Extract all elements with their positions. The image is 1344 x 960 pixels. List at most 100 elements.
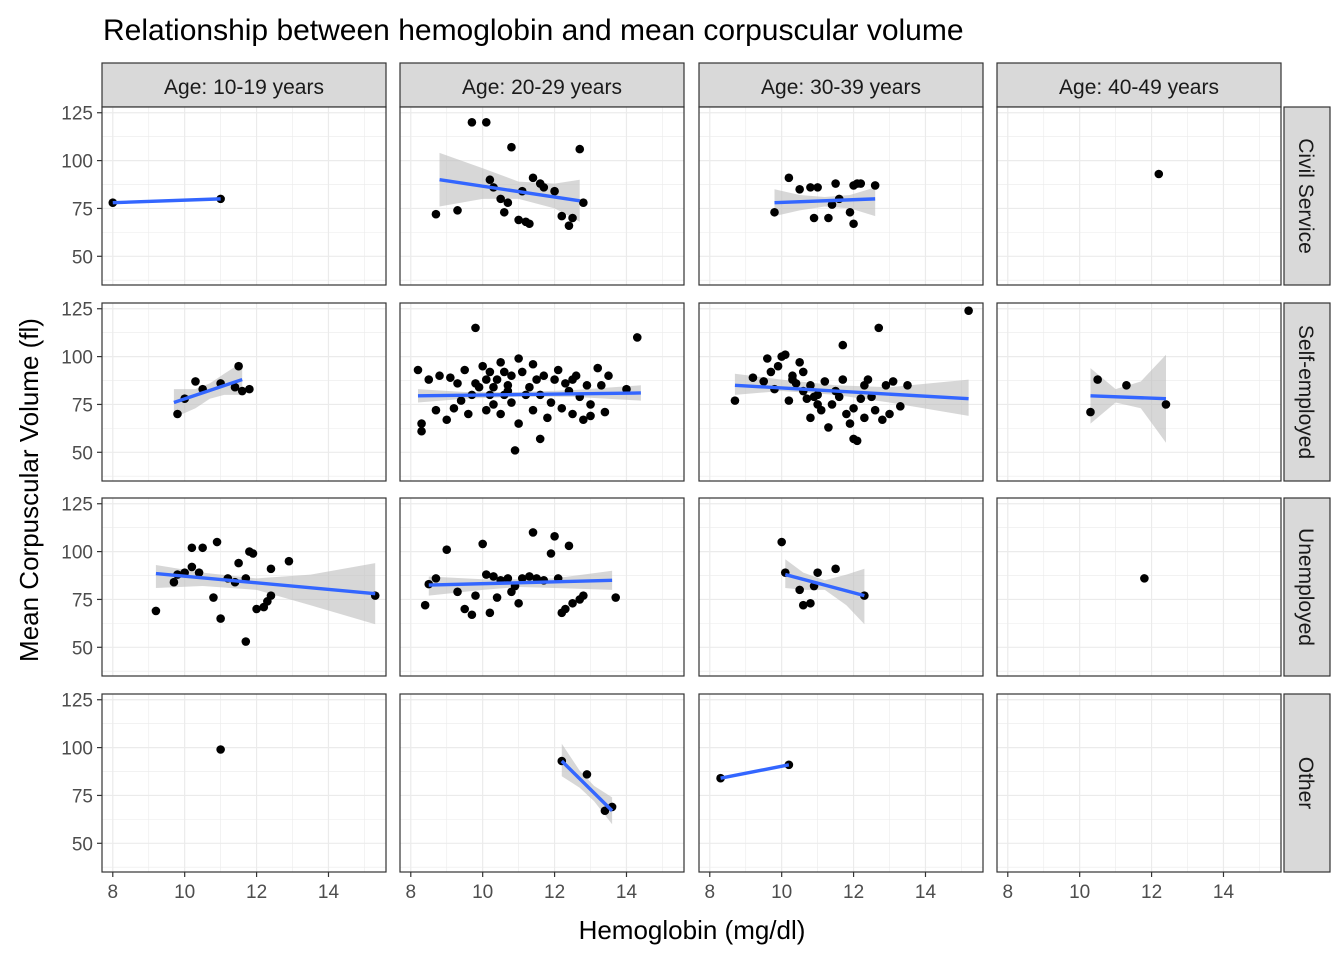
data-point — [485, 367, 495, 377]
panel-border — [698, 693, 984, 873]
data-point — [248, 549, 258, 558]
data-point — [798, 600, 808, 610]
row-strip — [1283, 497, 1331, 677]
panel-border — [399, 693, 685, 873]
data-point — [517, 574, 527, 583]
panel-background — [997, 694, 1281, 872]
data-point — [806, 381, 815, 390]
data-point — [878, 415, 887, 425]
data-point — [446, 373, 455, 382]
panel-border — [698, 106, 984, 286]
data-point — [499, 207, 509, 217]
facet-panels: Age: 10-19 years Age: 20-29 years Age: 30-… — [101, 62, 1331, 873]
fit-line — [155, 571, 376, 596]
data-point — [564, 541, 574, 551]
data-point — [525, 219, 534, 229]
data-point — [507, 398, 516, 407]
fit-line — [173, 377, 243, 405]
data-point — [1161, 400, 1171, 409]
data-point — [600, 407, 610, 417]
data-point — [514, 354, 523, 363]
data-point — [266, 591, 276, 600]
panel-grid — [997, 498, 1281, 676]
fit-line — [734, 383, 969, 401]
data-point — [1140, 574, 1149, 583]
data-point — [827, 200, 837, 209]
confidence-band — [785, 559, 865, 625]
x-tick-label: 10 — [472, 882, 493, 903]
data-point — [471, 591, 480, 600]
facet-panel — [996, 497, 1282, 677]
x-tick-label: 10 — [1069, 882, 1090, 903]
data-point — [870, 181, 880, 190]
panel-border — [101, 497, 387, 677]
fit-line — [428, 578, 613, 587]
data-point — [546, 549, 556, 558]
data-point — [481, 570, 491, 579]
data-point — [528, 173, 538, 183]
data-point — [467, 610, 477, 620]
data-point — [824, 213, 833, 223]
data-point — [471, 323, 480, 333]
facet-panel — [996, 693, 1282, 873]
data-point — [824, 423, 833, 432]
data-point — [546, 398, 556, 407]
panel-background — [997, 498, 1281, 676]
data-point — [212, 537, 222, 547]
data-point — [885, 409, 894, 419]
facet-panel — [101, 106, 387, 286]
data-point — [234, 361, 243, 371]
data-point — [593, 363, 603, 373]
facet-panel — [399, 106, 685, 286]
y-tick-label: 125 — [61, 104, 93, 125]
x-tick-label: 14 — [1213, 882, 1235, 903]
data-point — [813, 183, 822, 192]
data-point — [234, 558, 243, 568]
data-point — [535, 434, 545, 444]
data-point — [964, 306, 973, 315]
x-tick-label: 14 — [616, 882, 638, 903]
row-strip-label: Self-employed — [1294, 325, 1317, 459]
data-point — [579, 198, 588, 207]
data-point — [842, 409, 851, 419]
x-tick-label: 12 — [1141, 882, 1162, 903]
data-point — [485, 175, 495, 185]
data-point — [284, 556, 294, 566]
data-point — [532, 375, 541, 384]
data-point — [481, 375, 491, 384]
data-point — [1122, 381, 1131, 390]
data-point — [489, 382, 498, 392]
facet-panel — [698, 497, 984, 677]
column-strip-label: Age: 10-19 years — [164, 76, 324, 99]
data-point — [1154, 169, 1164, 179]
data-point — [568, 409, 577, 419]
data-point — [809, 213, 819, 223]
panel-border — [996, 497, 1282, 677]
panel-border — [101, 302, 387, 482]
data-point — [517, 367, 527, 377]
y-tick-label: 50 — [72, 247, 93, 268]
data-point — [496, 409, 505, 419]
facet-panel — [698, 302, 984, 482]
data-point — [834, 392, 844, 402]
data-point — [456, 396, 466, 405]
data-point — [780, 350, 790, 359]
data-point — [252, 604, 261, 614]
y-tick-label: 75 — [72, 395, 93, 416]
data-point — [632, 333, 642, 342]
panel-border — [698, 497, 984, 677]
column-strip — [698, 62, 984, 108]
data-point — [187, 543, 197, 553]
panel-grid — [102, 107, 386, 285]
data-point — [453, 587, 462, 597]
data-point — [209, 593, 218, 602]
data-point — [507, 142, 516, 152]
data-point — [806, 598, 815, 608]
data-point — [575, 144, 585, 154]
x-tick-label: 10 — [174, 882, 195, 903]
row-strip-label: Civil Service — [1294, 138, 1317, 254]
panel-grid — [997, 107, 1281, 285]
data-point — [431, 405, 441, 415]
data-point — [514, 419, 523, 428]
data-point — [442, 545, 452, 554]
